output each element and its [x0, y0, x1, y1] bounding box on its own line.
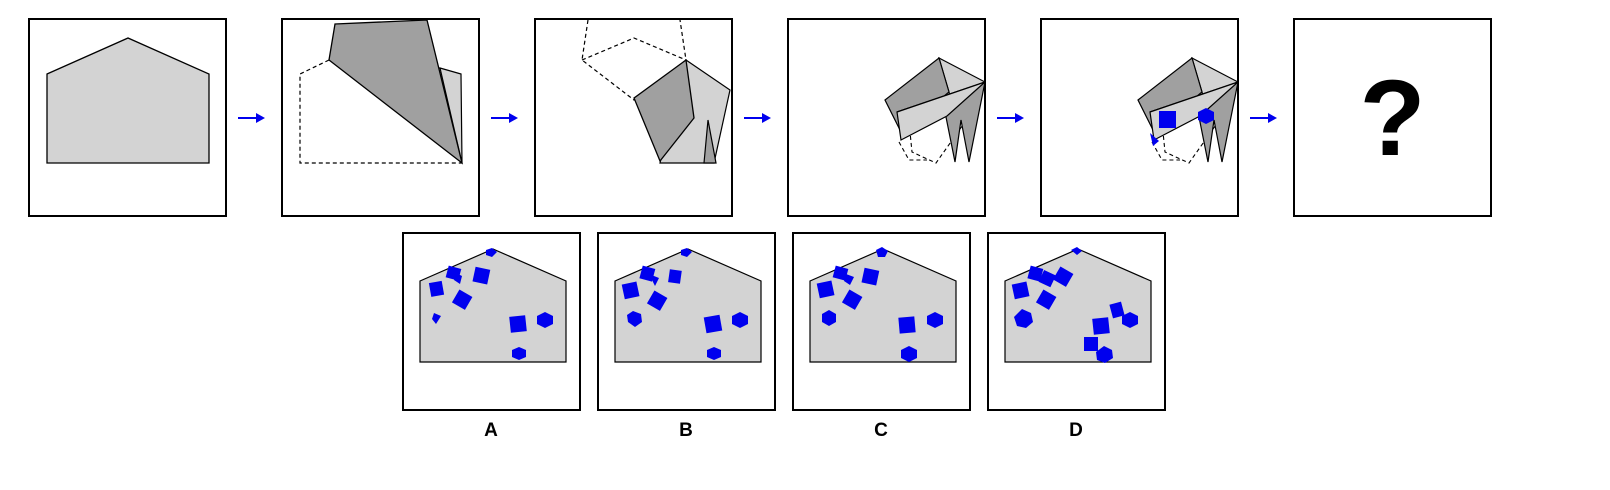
step-3-panel	[534, 18, 733, 217]
unfolded-paper	[46, 37, 210, 164]
option-b-paper	[614, 248, 762, 363]
question-mark: ?	[1359, 57, 1426, 178]
right-arrow-icon	[238, 113, 265, 123]
option-c-paper	[809, 247, 957, 363]
square-hole-icon	[1159, 111, 1176, 128]
right-arrow-icon	[491, 113, 518, 123]
option-d-panel[interactable]	[987, 232, 1166, 411]
step-4-panel	[787, 18, 986, 217]
option-a-panel[interactable]	[402, 232, 581, 411]
step-2-panel	[281, 18, 480, 217]
step-5-panel	[1040, 18, 1239, 217]
option-b-label[interactable]: B	[679, 420, 693, 441]
option-d-paper	[1004, 247, 1152, 363]
option-b-panel[interactable]	[597, 232, 776, 411]
right-arrow-icon	[744, 113, 771, 123]
question-panel: ?	[1293, 18, 1492, 217]
step-1-panel	[28, 18, 227, 217]
second-fold	[581, 20, 731, 164]
punched-fold	[1137, 56, 1239, 164]
first-fold	[299, 20, 464, 165]
option-a-paper	[419, 248, 567, 363]
option-c-panel[interactable]	[792, 232, 971, 411]
right-arrow-icon	[1250, 113, 1277, 123]
right-arrow-icon	[997, 113, 1024, 123]
option-d-label[interactable]: D	[1069, 420, 1083, 441]
third-fold	[884, 56, 986, 164]
option-a-label[interactable]: A	[484, 420, 498, 441]
hexagon-hole-icon	[1198, 108, 1214, 124]
option-c-label[interactable]: C	[874, 420, 888, 441]
hole-fragment-icon	[1150, 133, 1159, 146]
